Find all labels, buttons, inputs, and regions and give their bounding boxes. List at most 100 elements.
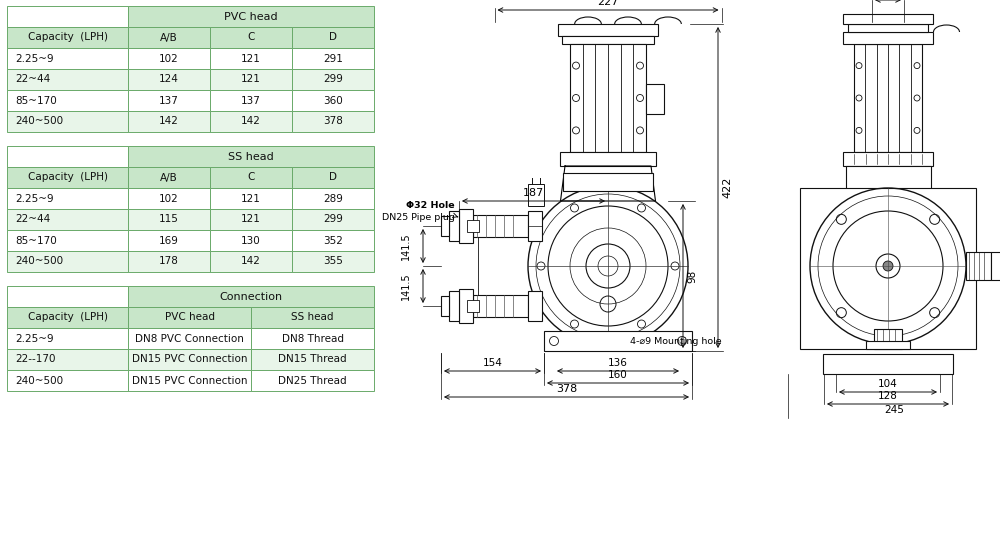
Text: 98: 98	[687, 269, 697, 283]
Text: 85~170: 85~170	[15, 235, 57, 245]
Bar	[528, 184, 544, 206]
Bar	[128, 146, 374, 167]
Bar	[800, 188, 976, 349]
Bar	[7, 27, 128, 48]
Text: 378: 378	[556, 384, 577, 394]
Bar	[251, 307, 374, 328]
Text: PVC head: PVC head	[165, 312, 215, 322]
Bar	[854, 44, 922, 152]
Bar	[7, 90, 128, 111]
Bar	[544, 331, 692, 351]
Bar	[449, 291, 459, 321]
Text: DN15 Thread: DN15 Thread	[278, 355, 347, 365]
Text: 360: 360	[323, 95, 343, 105]
Bar	[467, 300, 479, 312]
Text: 137: 137	[241, 95, 261, 105]
Text: 291: 291	[323, 54, 343, 64]
Text: 160: 160	[608, 370, 628, 380]
Bar	[292, 69, 374, 90]
Text: 2.25~9: 2.25~9	[15, 193, 54, 203]
Bar	[128, 6, 374, 27]
Text: 142: 142	[241, 116, 261, 126]
Bar	[210, 167, 292, 188]
Bar	[563, 173, 653, 191]
Bar	[7, 230, 128, 251]
Bar	[128, 251, 210, 272]
Bar	[292, 167, 374, 188]
Text: 4-⌀9 Mounting hole: 4-⌀9 Mounting hole	[630, 336, 722, 346]
Bar	[210, 251, 292, 272]
Text: 422: 422	[722, 177, 732, 198]
Text: 245: 245	[885, 405, 904, 415]
Bar	[449, 211, 459, 241]
Text: 141.5: 141.5	[401, 272, 411, 300]
Text: C: C	[247, 172, 255, 182]
Bar	[292, 111, 374, 132]
Text: 299: 299	[323, 214, 343, 224]
Bar	[128, 167, 210, 188]
Text: 102: 102	[159, 193, 179, 203]
Text: 2.25~9: 2.25~9	[15, 54, 54, 64]
Text: 352: 352	[323, 235, 343, 245]
Bar	[210, 209, 292, 230]
Bar	[210, 230, 292, 251]
Bar	[7, 209, 128, 230]
Text: 121: 121	[241, 193, 261, 203]
Text: 240~500: 240~500	[15, 116, 63, 126]
Bar	[7, 307, 128, 328]
Bar	[210, 69, 292, 90]
Text: 141.5: 141.5	[401, 232, 411, 260]
Bar	[128, 27, 210, 48]
Bar	[292, 209, 374, 230]
Text: 22~44: 22~44	[15, 74, 50, 85]
Bar	[441, 296, 449, 316]
Bar	[210, 90, 292, 111]
Bar	[292, 90, 374, 111]
Bar	[7, 111, 128, 132]
Text: 121: 121	[241, 74, 261, 85]
Text: 178: 178	[159, 257, 179, 266]
Bar	[459, 209, 473, 243]
Text: 240~500: 240~500	[15, 376, 63, 386]
Text: Connection: Connection	[219, 291, 283, 301]
Bar	[528, 291, 542, 321]
Text: 142: 142	[241, 257, 261, 266]
Bar	[562, 36, 654, 44]
Circle shape	[883, 261, 893, 271]
Bar	[7, 251, 128, 272]
Bar	[874, 329, 902, 349]
Text: 378: 378	[323, 116, 343, 126]
Text: 104: 104	[878, 379, 898, 389]
Bar	[210, 48, 292, 69]
Text: 137: 137	[159, 95, 179, 105]
Text: 142: 142	[159, 116, 179, 126]
Text: DN25 Thread: DN25 Thread	[278, 376, 347, 386]
Text: Capacity  (LPH): Capacity (LPH)	[28, 172, 108, 182]
Text: 299: 299	[323, 74, 343, 85]
Bar	[473, 295, 528, 317]
Bar	[473, 215, 528, 237]
Text: SS head: SS head	[228, 151, 274, 162]
Text: D: D	[329, 172, 337, 182]
Bar	[128, 69, 210, 90]
Text: 227: 227	[597, 0, 619, 7]
Text: 289: 289	[323, 193, 343, 203]
Bar	[292, 230, 374, 251]
Text: DN15 PVC Connection: DN15 PVC Connection	[132, 355, 247, 365]
Text: SS head: SS head	[291, 312, 334, 322]
Bar	[843, 32, 933, 44]
Bar	[7, 349, 128, 370]
Text: 121: 121	[241, 54, 261, 64]
Bar	[966, 252, 991, 280]
Text: 124: 124	[159, 74, 179, 85]
Text: Capacity  (LPH): Capacity (LPH)	[28, 312, 108, 322]
Bar	[528, 211, 542, 241]
Text: 85~170: 85~170	[15, 95, 57, 105]
Bar	[210, 27, 292, 48]
Bar	[866, 341, 910, 349]
Bar	[292, 188, 374, 209]
Bar	[843, 14, 933, 24]
Text: DN8 Thread: DN8 Thread	[282, 334, 344, 343]
Text: 2.25~9: 2.25~9	[15, 334, 54, 343]
Bar	[128, 90, 210, 111]
